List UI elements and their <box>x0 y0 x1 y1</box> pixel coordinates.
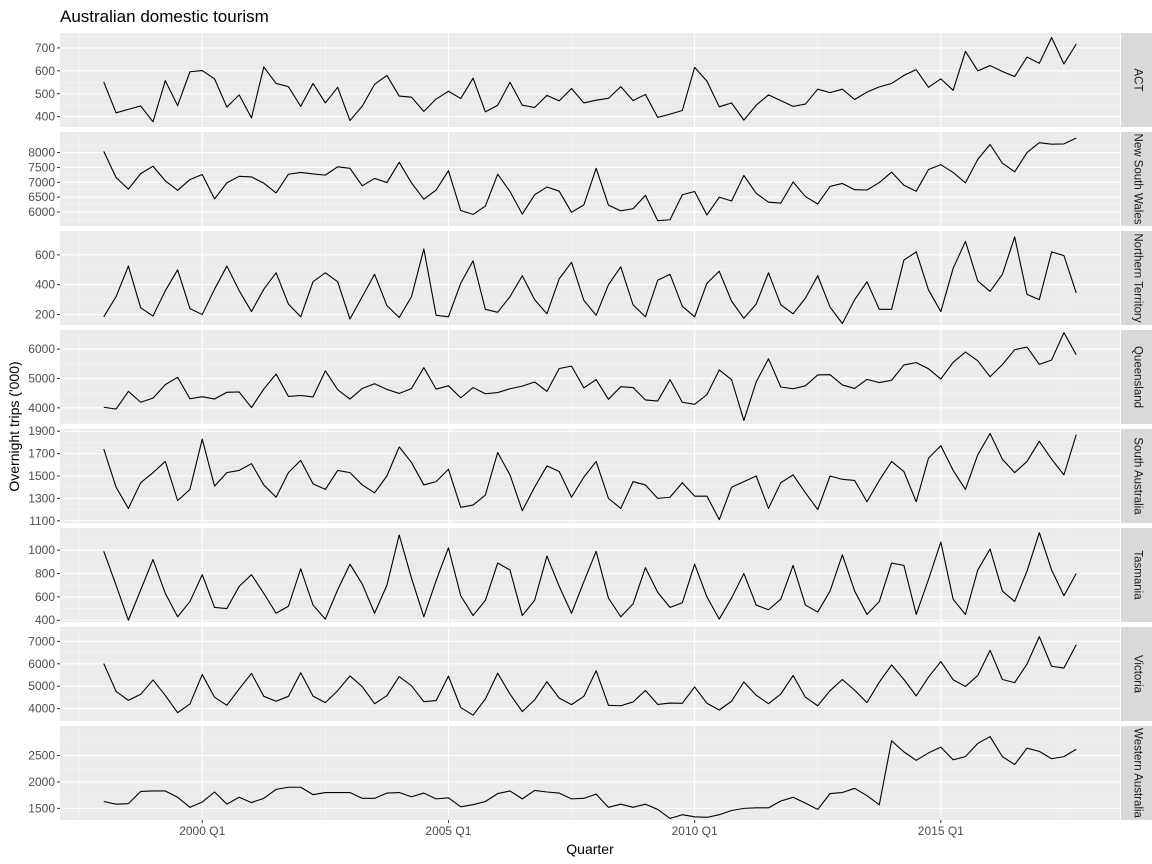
y-tick-label: 2000 <box>28 775 55 789</box>
y-tick-label: 700 <box>35 41 55 55</box>
y-tick-label: 600 <box>35 590 55 604</box>
facet-label-queensland: Queensland <box>1131 346 1143 408</box>
y-tick-label: 400 <box>35 613 55 627</box>
facet-label-new-south-wales: New South Wales <box>1131 134 1143 225</box>
y-tick-label: 4000 <box>28 401 55 415</box>
facet-label-south-australia: South Australia <box>1131 437 1143 515</box>
facet-strip <box>1121 33 1152 127</box>
y-tick-label: 1900 <box>28 424 55 438</box>
series-line-act <box>103 37 1077 123</box>
facet-strip <box>1121 132 1152 226</box>
x-tick-label: 2005 Q1 <box>425 824 471 838</box>
facet-label-western-australia: Western Australia <box>1131 728 1143 819</box>
y-tick-label: 8000 <box>28 146 55 160</box>
panel-background <box>60 330 1120 424</box>
x-axis-title: Quarter <box>566 841 614 857</box>
y-tick-label: 6500 <box>28 190 55 204</box>
y-tick-label: 6000 <box>28 342 55 356</box>
y-tick-label: 7000 <box>28 634 55 648</box>
y-tick-label: 200 <box>35 308 55 322</box>
series-line-tasmania <box>103 532 1077 621</box>
y-tick-label: 6000 <box>28 205 55 219</box>
y-tick-label: 1100 <box>29 514 55 528</box>
facet-strip <box>1121 726 1152 820</box>
panel-background <box>60 528 1120 622</box>
facet-panel-act: 400 500 600 700 ACT <box>35 33 1152 127</box>
y-tick-label: 400 <box>35 278 55 292</box>
x-tick-label: 2010 Q1 <box>672 824 718 838</box>
facet-panel-northern-territory: 200 400 600 Northern Territory <box>35 231 1152 325</box>
x-axis: 2000 Q1 2005 Q1 2010 Q1 2015 Q1 <box>179 820 964 838</box>
y-tick-label: 4000 <box>28 702 55 716</box>
y-tick-label: 1000 <box>28 543 55 557</box>
y-tick-label: 600 <box>35 64 55 78</box>
y-tick-label: 400 <box>35 110 55 124</box>
facet-panel-victoria: 4000 5000 6000 7000 Victoria <box>28 627 1152 721</box>
panel-background <box>60 726 1120 820</box>
facet-panel-tasmania: 400 600 800 1000 Tasmania <box>28 528 1152 627</box>
facet-strip <box>1121 627 1152 721</box>
facet-strip <box>1121 528 1152 622</box>
y-tick-label: 6000 <box>28 657 55 671</box>
facet-label-act: ACT <box>1131 69 1143 92</box>
facet-panel-south-australia: 1100 1300 1500 1700 1900 South Australia <box>28 424 1152 528</box>
y-tick-label: 600 <box>35 248 55 262</box>
y-tick-label: 5000 <box>28 679 55 693</box>
facet-strip <box>1121 231 1152 325</box>
panel-background <box>60 627 1120 721</box>
panel-background <box>60 231 1120 325</box>
y-tick-label: 2500 <box>28 749 55 763</box>
x-tick-label: 2000 Q1 <box>179 824 225 838</box>
series-line-northern-territory <box>103 236 1077 325</box>
y-tick-label: 500 <box>35 87 55 101</box>
series-line-queensland <box>103 332 1077 422</box>
facet-strip <box>1121 330 1152 424</box>
panel-background <box>60 33 1120 127</box>
facet-panel-western-australia: 1500 2000 2500 Western Australia <box>28 726 1152 820</box>
y-tick-label: 1700 <box>28 447 55 461</box>
y-tick-label: 7000 <box>28 175 55 189</box>
x-tick-label: 2015 Q1 <box>918 824 964 838</box>
y-tick-label: 5000 <box>28 371 55 385</box>
y-tick-label: 1300 <box>28 491 55 505</box>
series-line-western-australia <box>103 736 1077 819</box>
panel-background <box>60 132 1120 226</box>
series-line-new-south-wales <box>103 137 1077 222</box>
facet-label-tasmania: Tasmania <box>1131 550 1143 600</box>
chart-title: Australian domestic tourism <box>60 7 269 26</box>
series-line-south-australia <box>103 432 1077 521</box>
facet-strip <box>1121 429 1152 523</box>
y-tick-label: 1500 <box>28 469 55 483</box>
y-tick-label: 800 <box>35 567 55 581</box>
series-line-victoria <box>103 636 1077 716</box>
facet-label-victoria: Victoria <box>1131 655 1143 694</box>
facet-label-northern-territory: Northern Territory <box>1131 233 1143 323</box>
y-tick-label: 7500 <box>28 160 55 174</box>
facet-panel-queensland: 4000 5000 6000 Queensland <box>28 330 1152 424</box>
y-axis-title: Overnight trips ('000) <box>6 361 22 491</box>
y-tick-label: 1500 <box>28 801 55 815</box>
